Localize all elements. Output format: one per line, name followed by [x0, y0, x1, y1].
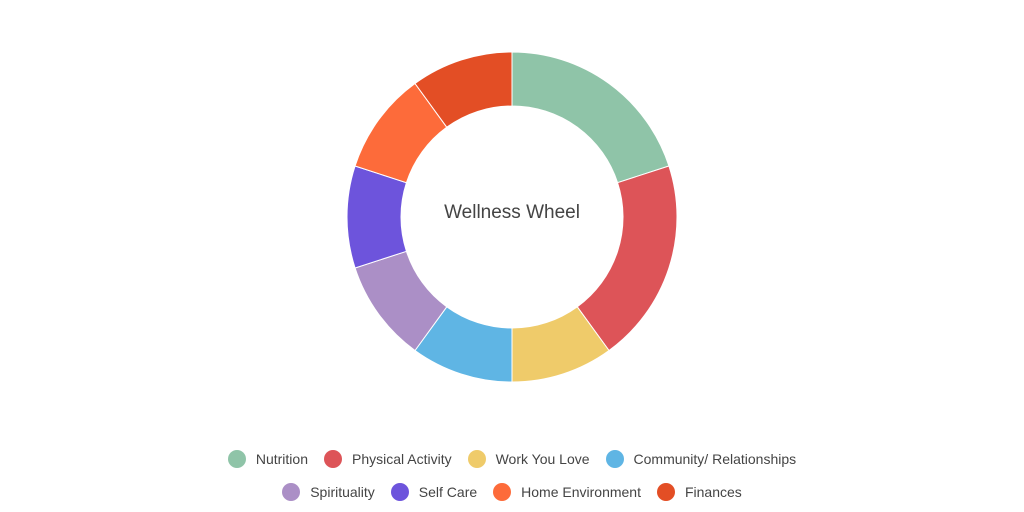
legend-item-self-care[interactable]: Self Care: [390, 483, 478, 501]
legend-label: Community/ Relationships: [633, 451, 797, 467]
legend-label: Spirituality: [310, 484, 375, 500]
legend-item-finances[interactable]: Finances: [656, 483, 742, 501]
donut-slice-finances[interactable]: [414, 51, 513, 128]
legend-item-work-you-love[interactable]: Work You Love: [467, 450, 590, 468]
legend-color-dot-icon: [390, 483, 409, 501]
legend-item-spirituality[interactable]: Spirituality: [282, 483, 375, 501]
legend-color-dot-icon: [282, 483, 301, 501]
legend-row-1: Nutrition Physical Activity Work You Lov…: [0, 450, 1024, 468]
donut-slice-physical-activity[interactable]: [576, 165, 678, 352]
legend-label: Home Environment: [521, 484, 641, 500]
legend-item-physical-activity[interactable]: Physical Activity: [324, 450, 452, 468]
legend-color-dot-icon: [467, 450, 486, 468]
legend-item-community-relationships[interactable]: Community/ Relationships: [605, 450, 797, 468]
donut-slice-self-care[interactable]: [346, 165, 408, 269]
chart-center-title: Wellness Wheel: [444, 202, 580, 223]
legend-label: Finances: [684, 484, 742, 500]
legend-label: Self Care: [418, 484, 478, 500]
legend-label: Work You Love: [495, 451, 590, 467]
legend-color-dot-icon: [493, 483, 512, 501]
legend-row-2: Spirituality Self Care Home Environment …: [0, 483, 1024, 501]
legend-color-dot-icon: [324, 450, 342, 468]
donut-slice-nutrition[interactable]: [511, 51, 670, 184]
legend-label: Nutrition: [255, 451, 308, 467]
legend-color-dot-icon: [656, 483, 675, 501]
legend-color-dot-icon: [227, 450, 246, 468]
legend-item-nutrition[interactable]: Nutrition: [227, 450, 308, 468]
legend-color-dot-icon: [605, 450, 624, 468]
legend-item-home-environment[interactable]: Home Environment: [493, 483, 641, 501]
legend-label: Physical Activity: [352, 451, 452, 467]
